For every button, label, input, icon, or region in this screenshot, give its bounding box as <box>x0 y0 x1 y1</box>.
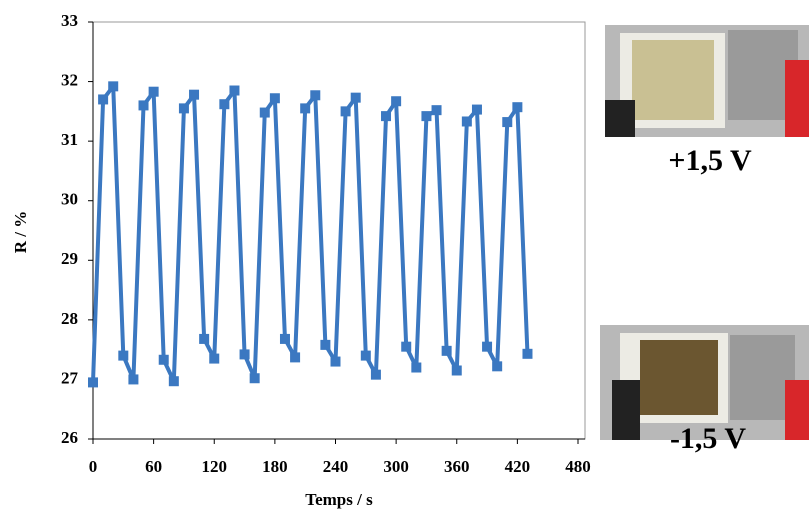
data-point <box>300 103 311 114</box>
data-point <box>431 105 442 116</box>
data-point <box>229 85 240 96</box>
y-tick-label: 29 <box>61 249 78 268</box>
data-point <box>461 116 472 127</box>
data-point <box>148 86 159 97</box>
data-point <box>320 339 331 350</box>
data-point <box>249 373 260 384</box>
y-tick-label: 32 <box>61 70 78 89</box>
y-tick-label: 26 <box>61 428 78 447</box>
data-point <box>108 81 119 92</box>
data-point <box>118 350 129 361</box>
y-tick-label: 28 <box>61 309 78 328</box>
x-tick-label: 420 <box>505 457 531 476</box>
data-point <box>340 106 351 117</box>
y-tick-label: 33 <box>61 11 78 30</box>
data-point <box>178 103 189 114</box>
data-point <box>471 104 482 115</box>
y-tick-label: 30 <box>61 190 78 209</box>
x-tick-label: 480 <box>565 457 591 476</box>
data-point <box>290 352 301 363</box>
data-point <box>330 356 341 367</box>
data-point <box>411 362 422 373</box>
data-point <box>269 93 280 104</box>
annotation: -1,5 V <box>670 422 746 455</box>
x-tick-label: 300 <box>383 457 409 476</box>
data-point <box>451 365 462 376</box>
data-point <box>522 348 533 359</box>
data-point <box>168 376 179 387</box>
data-point <box>512 102 523 113</box>
data-point <box>421 111 432 122</box>
data-point <box>360 350 371 361</box>
data-point <box>492 361 503 372</box>
data-point <box>279 333 290 344</box>
data-point <box>88 377 98 388</box>
data-point <box>219 99 230 110</box>
data-point <box>158 354 169 365</box>
data-point <box>239 349 250 360</box>
data-point <box>199 333 210 344</box>
data-point <box>350 92 361 103</box>
photo-negative <box>600 325 809 440</box>
data-point <box>189 89 200 100</box>
x-tick-label: 0 <box>89 457 98 476</box>
series-line <box>91 84 530 384</box>
data-point <box>441 345 452 356</box>
x-tick-label: 60 <box>145 457 162 476</box>
data-point <box>482 341 493 352</box>
data-point <box>98 94 109 105</box>
data-point <box>138 100 149 111</box>
data-point <box>209 353 220 364</box>
x-tick-label: 240 <box>323 457 349 476</box>
y-tick-label: 27 <box>61 368 79 387</box>
x-tick-label: 120 <box>202 457 228 476</box>
data-point <box>259 107 270 118</box>
data-point <box>310 90 321 101</box>
x-tick-label: 180 <box>262 457 288 476</box>
data-point <box>370 369 381 380</box>
y-tick-label: 31 <box>61 130 78 149</box>
x-axis-title: Temps / s <box>305 490 373 509</box>
annotation: +1,5 V <box>668 144 752 177</box>
x-tick-label: 360 <box>444 457 470 476</box>
photo-positive <box>605 25 809 137</box>
data-point <box>502 117 513 128</box>
data-point <box>391 96 402 107</box>
data-point <box>381 111 392 122</box>
data-point <box>401 341 412 352</box>
y-axis-title: R / % <box>11 211 30 254</box>
data-point <box>128 374 139 385</box>
